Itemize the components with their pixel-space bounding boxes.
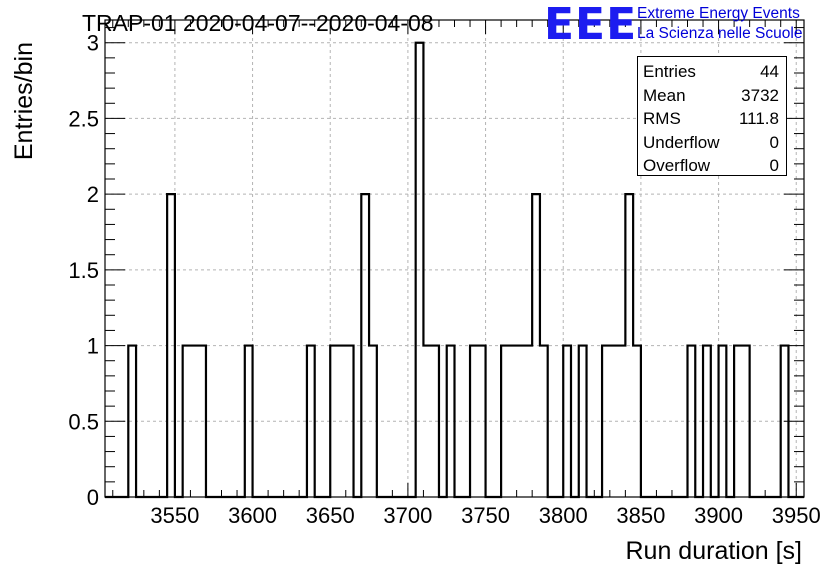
stats-box: Entries 44 Mean 3732 RMS 111.8 Underflow… <box>637 56 787 176</box>
stats-value: 0 <box>769 156 779 175</box>
stats-row-overflow: Overflow 0 <box>643 154 779 178</box>
y-tick-label: 3 <box>87 31 99 56</box>
x-tick-label: 3600 <box>228 503 277 528</box>
stats-row-mean: Mean 3732 <box>643 84 779 108</box>
y-tick-labels: 0 0.5 1 1.5 2 2.5 3 <box>68 31 99 510</box>
eee-logo: EEE <box>544 0 638 50</box>
x-tick-label: 3800 <box>539 503 588 528</box>
stats-row-underflow: Underflow 0 <box>643 131 779 155</box>
x-tick-label: 3900 <box>694 503 743 528</box>
stats-value: 3732 <box>741 85 779 105</box>
x-tick-label: 3650 <box>306 503 355 528</box>
y-tick-label: 0 <box>87 485 99 510</box>
y-tick-label: 1 <box>87 334 99 359</box>
x-tick-label: 3850 <box>616 503 665 528</box>
stats-row-rms: RMS 111.8 <box>643 107 779 131</box>
stats-label: Overflow <box>643 156 711 175</box>
x-tick-label: 3950 <box>772 503 821 528</box>
logo-line-2: La Scienza nelle Scuole <box>637 25 803 42</box>
stats-value: 111.8 <box>738 109 779 128</box>
y-tick-label: 2.5 <box>68 106 99 131</box>
chart-title: TRAP-01 2020-04-07--2020-04-08 <box>82 10 434 36</box>
stats-row-entries: Entries 44 <box>643 60 779 84</box>
stats-label: Entries <box>643 62 696 81</box>
x-axis-label: Run duration [s] <box>626 537 803 565</box>
y-tick-label: 1.5 <box>68 258 99 283</box>
y-axis-label: Entries/bin <box>10 42 38 160</box>
x-tick-labels: 3550 3600 3650 3700 3750 3800 3850 3900 3950 <box>150 503 820 528</box>
y-tick-label: 0.5 <box>68 409 99 434</box>
logo-line-1: Extreme Energy Events <box>637 5 800 22</box>
stats-label: Mean <box>643 85 686 105</box>
x-tick-label: 3750 <box>461 503 510 528</box>
axis-ticks <box>105 20 804 498</box>
stats-label: RMS <box>643 109 681 128</box>
x-tick-label: 3550 <box>150 503 199 528</box>
stats-value: 0 <box>769 132 779 152</box>
stats-label: Underflow <box>643 132 720 152</box>
y-tick-label: 2 <box>87 182 99 207</box>
stats-value: 44 <box>760 62 779 81</box>
x-tick-label: 3700 <box>383 503 432 528</box>
